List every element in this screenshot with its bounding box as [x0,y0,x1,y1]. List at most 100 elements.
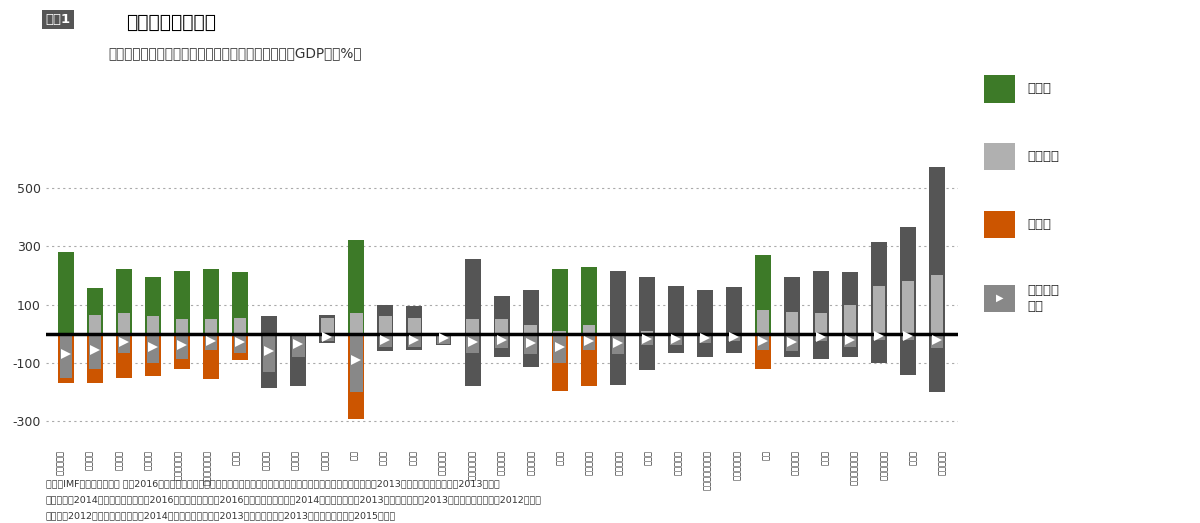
Text: 総資産: 総資産 [1027,83,1051,95]
Bar [610,271,625,334]
Bar [524,334,536,354]
Bar [378,304,394,334]
Text: 図表1: 図表1 [46,13,71,26]
Text: イギリス: イギリス [85,450,95,470]
Text: インドネシア: インドネシア [732,450,742,480]
Bar [205,319,217,334]
Bar [408,318,421,334]
Text: 南アフリカ: 南アフリカ [791,450,800,475]
Bar [553,331,566,334]
Bar [523,334,539,368]
Text: バランスシートを用いて、政府の富を分析する（対GDP比、%）: バランスシートを用いて、政府の富を分析する（対GDP比、%） [108,46,361,60]
Bar [929,334,946,392]
Text: オーストリア: オーストリア [174,450,182,480]
Bar [146,316,160,334]
Bar [322,334,334,341]
Bar [697,334,713,357]
Bar [118,313,131,334]
Bar [89,334,101,369]
Bar [493,296,510,334]
Bar [86,334,103,383]
Text: 日本: 日本 [350,450,359,460]
Bar [871,334,887,363]
Text: ロシア: ロシア [908,450,918,465]
Text: ガンビア: ガンビア [115,450,124,470]
Bar [815,334,827,341]
Bar [814,271,829,334]
Bar [872,286,886,334]
Bar [757,334,769,350]
Bar [668,286,684,334]
Bar [612,334,624,354]
Bar [668,334,684,353]
Text: ペルー: ペルー [821,450,829,465]
Bar [118,334,131,353]
Bar [670,334,682,346]
Bar [263,334,276,372]
Bar [89,315,101,334]
Bar [58,252,74,334]
Text: トルコ: トルコ [644,450,653,465]
Bar [436,334,451,346]
Bar [467,319,479,334]
Bar [552,269,568,334]
Text: ロシア（2012年）、タンザニア（2014年）、チュニジア（2013年）、トルコ（2013年）、ウガンダ（2015年）。: ロシア（2012年）、タンザニア（2014年）、チュニジア（2013年）、トルコ… [46,511,396,520]
Bar [407,306,422,334]
Bar [582,334,595,350]
Bar [176,334,188,359]
Bar [553,334,566,363]
Bar [319,315,335,334]
Bar [233,272,248,334]
Text: 総負債: 総負債 [1027,219,1051,231]
Bar [234,318,246,334]
Bar [146,334,160,363]
Bar [786,312,798,334]
Bar [582,325,595,334]
Bar [581,267,596,334]
Bar [523,290,539,334]
Text: 政府の資産と負債: 政府の資産と負債 [126,13,216,32]
Bar [493,334,510,357]
Bar [58,334,74,383]
Text: フランス: フランス [144,450,154,470]
Text: カザフスタン: カザフスタン [880,450,888,480]
Bar [844,334,857,347]
Bar [727,334,740,341]
Text: チュニジア: チュニジア [614,450,624,475]
Bar [610,334,625,385]
Text: フィンランド: フィンランド [468,450,476,480]
Bar [407,334,422,350]
Bar [292,334,305,357]
Bar [205,334,217,350]
Bar [496,319,508,334]
Text: 韓国: 韓国 [762,450,770,460]
Bar [467,334,479,353]
Bar [234,334,246,353]
Bar [290,334,306,386]
Bar [844,304,857,334]
Text: タンザニア: タンザニア [497,450,506,475]
Text: ジョージア: ジョージア [673,450,683,475]
Text: インド: インド [409,450,418,465]
Bar [437,334,450,344]
Text: グアテマラ: グアテマラ [438,450,448,475]
Text: コロンビア: コロンビア [586,450,594,475]
Bar [786,334,798,351]
Bar [348,240,365,334]
Bar [697,290,713,334]
Bar [757,311,769,334]
Bar [902,281,914,334]
Bar [524,325,536,334]
Bar [350,334,362,392]
Text: ノルウェー: ノルウェー [938,450,947,475]
Bar [900,334,917,374]
Bar [784,277,800,334]
Bar [931,275,943,334]
Bar [929,167,946,334]
Bar [552,334,568,391]
Bar [408,334,421,347]
Bar [842,272,858,334]
Bar [842,334,858,357]
Text: カナダ: カナダ [556,450,565,465]
Bar [871,242,887,334]
